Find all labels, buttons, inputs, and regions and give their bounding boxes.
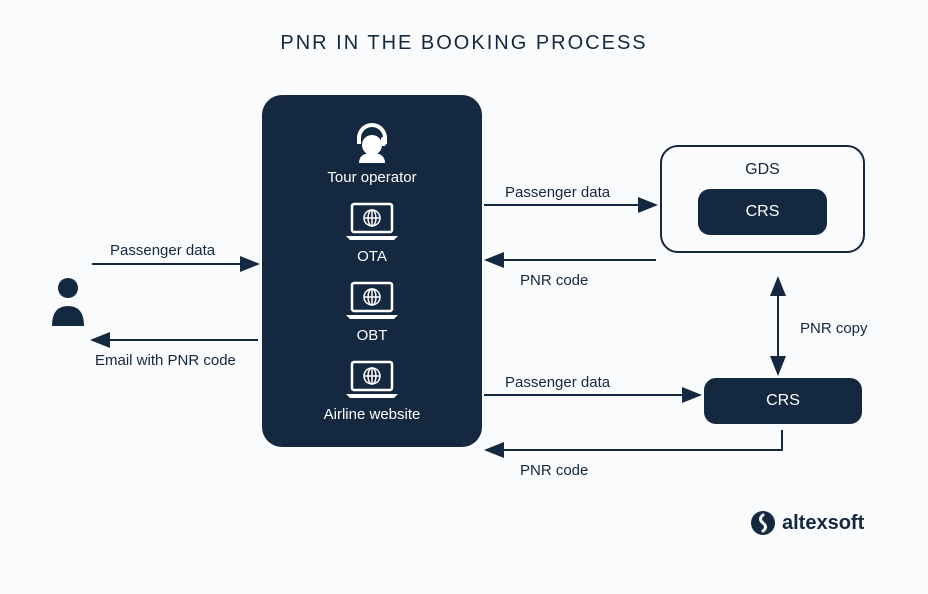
crs-node: CRS	[704, 378, 862, 424]
laptop-globe-icon	[344, 200, 400, 244]
gds-node: GDS CRS	[660, 145, 865, 253]
channel-label: Tour operator	[327, 169, 416, 186]
logo: altexsoft	[750, 510, 864, 536]
operator-icon	[347, 115, 397, 165]
channel-label: OTA	[357, 248, 387, 265]
edge-label: Email with PNR code	[95, 352, 236, 369]
laptop-globe-icon	[344, 279, 400, 323]
channel-item: OBT	[344, 279, 400, 344]
gds-label: GDS	[745, 161, 780, 179]
channel-item: OTA	[344, 200, 400, 265]
edge-label: PNR code	[520, 272, 588, 289]
crs-inner-node: CRS	[698, 189, 828, 235]
edge-label: Passenger data	[110, 242, 215, 259]
laptop-globe-icon	[344, 358, 400, 402]
logo-text: altexsoft	[782, 512, 864, 535]
logo-icon	[750, 510, 776, 536]
channel-label: Airline website	[324, 406, 421, 423]
edge-label: PNR code	[520, 462, 588, 479]
channel-label: OBT	[357, 327, 388, 344]
channel-item: Tour operator	[327, 115, 416, 186]
diagram-title: PNR IN THE BOOKING PROCESS	[0, 32, 928, 55]
booking-channels-node: Tour operator OTA OBT	[262, 95, 482, 447]
edge-label: PNR copy	[800, 320, 868, 337]
edge-label: Passenger data	[505, 374, 610, 391]
edge-label: Passenger data	[505, 184, 610, 201]
person-icon	[48, 276, 88, 326]
user-node	[48, 276, 88, 331]
channel-item: Airline website	[324, 358, 421, 423]
